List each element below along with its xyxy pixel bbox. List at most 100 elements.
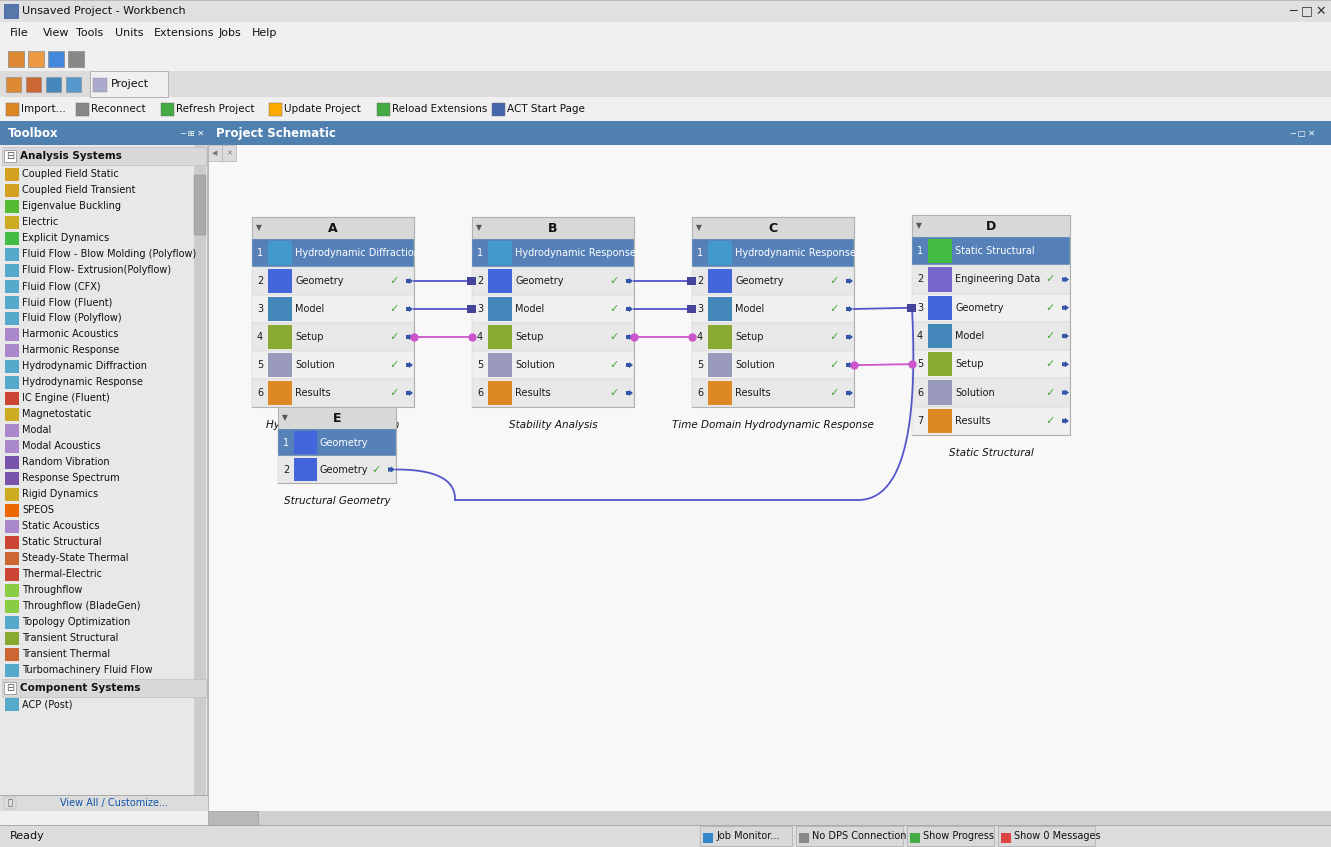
Text: Reconnect: Reconnect (91, 104, 145, 114)
Text: ─ □ ✕: ─ □ ✕ (1290, 129, 1315, 137)
Bar (692, 217, 855, 407)
Text: Structural Geometry: Structural Geometry (284, 496, 390, 506)
Text: Results: Results (515, 388, 551, 398)
Text: Results: Results (735, 388, 771, 398)
Text: 4: 4 (917, 331, 924, 341)
Text: ⊟: ⊟ (5, 683, 15, 693)
Bar (269, 103, 282, 116)
Text: Thermal-Electric: Thermal-Electric (23, 569, 102, 579)
Bar (692, 217, 855, 239)
Text: C: C (768, 222, 777, 235)
Bar (7, 103, 19, 116)
Text: E: E (333, 412, 341, 424)
Bar (910, 833, 921, 843)
Bar (692, 379, 855, 407)
Text: ─ ⊞ ✕: ─ ⊞ ✕ (180, 129, 204, 137)
Bar (5, 600, 19, 613)
Bar (5, 488, 19, 501)
Bar (912, 215, 1070, 435)
Bar (208, 145, 209, 811)
Bar (278, 407, 397, 483)
Bar (93, 78, 106, 92)
Bar (492, 103, 504, 116)
FancyArrow shape (1062, 418, 1069, 424)
Text: Static Structural: Static Structural (23, 537, 101, 547)
Text: Import...: Import... (21, 104, 65, 114)
Bar (0, 71, 1331, 97)
Text: Setup: Setup (295, 332, 323, 342)
Bar (294, 458, 317, 481)
Bar (208, 811, 1331, 825)
Text: Hydrodynamic Diffraction: Hydrodynamic Diffraction (266, 420, 399, 430)
Text: Hydrodynamic Diffraction: Hydrodynamic Diffraction (23, 361, 146, 371)
Bar (0, 825, 1331, 826)
Bar (5, 440, 19, 453)
Text: Harmonic Acoustics: Harmonic Acoustics (23, 329, 118, 339)
Bar (488, 297, 512, 321)
Bar (5, 184, 19, 197)
Bar (5, 698, 19, 711)
Bar (5, 456, 19, 469)
Text: 2: 2 (284, 464, 289, 474)
Bar (268, 353, 291, 377)
Bar (0, 0, 1331, 1)
Text: ✓: ✓ (1045, 416, 1054, 426)
Text: Analysis Systems: Analysis Systems (20, 151, 122, 161)
Text: □: □ (1302, 4, 1312, 18)
Bar (0, 97, 1331, 98)
Text: Topology Optimization: Topology Optimization (23, 617, 130, 627)
Text: ▼: ▼ (476, 224, 482, 232)
Bar (268, 325, 291, 349)
Bar (0, 97, 1331, 121)
Text: ✓: ✓ (610, 360, 619, 370)
Bar (473, 351, 634, 379)
Bar (28, 51, 44, 67)
Bar (473, 323, 634, 351)
Text: Time Domain Hydrodynamic Response: Time Domain Hydrodynamic Response (672, 420, 874, 430)
Text: 2: 2 (476, 276, 483, 286)
Bar (0, 71, 1331, 72)
Bar (928, 324, 952, 348)
Text: ✓: ✓ (610, 332, 619, 342)
Bar (488, 269, 512, 293)
Text: Toolbox: Toolbox (8, 126, 59, 140)
Bar (473, 379, 634, 407)
Text: ✕: ✕ (1316, 4, 1326, 18)
Bar (796, 826, 904, 846)
Bar (5, 344, 19, 357)
Bar (5, 408, 19, 421)
Bar (473, 217, 634, 239)
Text: Geometry: Geometry (319, 438, 369, 447)
FancyArrow shape (626, 362, 634, 368)
Bar (928, 380, 952, 405)
Text: ─: ─ (1290, 4, 1296, 18)
Text: Coupled Field Static: Coupled Field Static (23, 169, 118, 179)
Bar (912, 407, 1070, 435)
Bar (5, 616, 19, 629)
Bar (5, 328, 19, 341)
Text: ▼: ▼ (696, 224, 701, 232)
Text: Geometry: Geometry (295, 276, 343, 286)
Bar (5, 584, 19, 597)
Text: ✓: ✓ (829, 304, 839, 314)
Bar (912, 265, 1070, 294)
FancyArrow shape (389, 467, 395, 473)
Bar (708, 269, 732, 293)
Text: Turbomachinery Fluid Flow: Turbomachinery Fluid Flow (23, 665, 153, 675)
Text: 3: 3 (917, 302, 924, 313)
Bar (5, 472, 19, 485)
Bar (194, 145, 206, 795)
Bar (473, 239, 634, 267)
Text: Results: Results (295, 388, 330, 398)
Bar (799, 833, 809, 843)
Text: Results: Results (956, 416, 990, 426)
Bar (906, 304, 916, 312)
Text: ✓: ✓ (1045, 302, 1054, 313)
Text: 5: 5 (257, 360, 264, 370)
FancyArrow shape (406, 334, 413, 340)
Text: Solution: Solution (295, 360, 335, 370)
Bar (48, 51, 64, 67)
Text: 6: 6 (697, 388, 703, 398)
Bar (687, 277, 696, 285)
Text: Geometry: Geometry (515, 276, 563, 286)
